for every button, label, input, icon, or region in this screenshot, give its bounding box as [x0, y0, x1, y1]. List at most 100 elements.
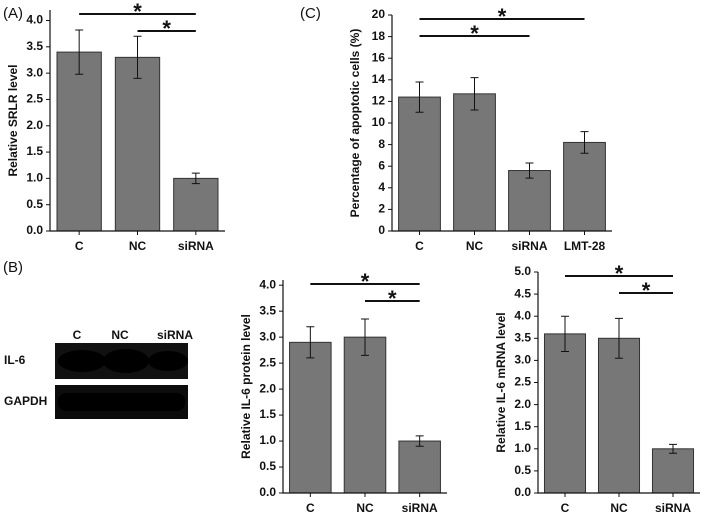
- y-tick-label: 1.0: [259, 433, 276, 447]
- bar: [114, 56, 161, 232]
- blot-band: [58, 393, 185, 411]
- x-tick-label: NC: [356, 501, 374, 515]
- bar: [343, 336, 387, 494]
- error-bar: [669, 443, 677, 454]
- y-tick-label: 3.5: [26, 39, 43, 53]
- error-bar: [191, 172, 200, 185]
- bar: [453, 93, 496, 232]
- significance-label: *: [361, 269, 370, 294]
- error-bar: [133, 35, 142, 79]
- row-label: GAPDH: [4, 394, 47, 408]
- western-blot: C NC siRNA IL-6 GAPDH: [4, 328, 193, 419]
- bar: [651, 448, 695, 494]
- x-tick-label: siRNA: [511, 239, 547, 253]
- y-axis-label: Relative IL-6 protein level: [239, 314, 253, 459]
- y-axis-label: Percentage of apoptotic cells (%): [348, 29, 362, 218]
- x-tick-label: C: [306, 501, 315, 515]
- y-tick-label: 3.5: [259, 303, 276, 317]
- error-bar: [525, 162, 534, 179]
- y-tick-label: 4.0: [26, 13, 43, 27]
- y-tick-label: 12: [372, 94, 386, 108]
- y-tick-label: 10: [372, 115, 386, 129]
- y-tick-label: 3.0: [514, 353, 531, 367]
- y-tick-label: 2.0: [26, 118, 43, 132]
- y-tick-label: 0.5: [259, 459, 276, 473]
- panel-label: (A): [3, 5, 23, 22]
- error-bar: [415, 435, 424, 447]
- x-tick-label: C: [75, 239, 84, 253]
- y-tick-label: 2.5: [514, 375, 531, 389]
- significance-label: *: [162, 16, 171, 41]
- bar: [563, 141, 606, 232]
- y-tick-label: 0: [378, 223, 385, 237]
- error-bar: [306, 326, 315, 359]
- y-tick-label: 0.0: [514, 485, 531, 499]
- bar: [173, 177, 219, 232]
- error-bar: [561, 315, 569, 353]
- y-tick-label: 14: [372, 72, 386, 86]
- axis: [49, 10, 225, 232]
- y-tick-label: 4.0: [514, 308, 531, 322]
- significance-label: *: [388, 286, 397, 311]
- blot-band: [148, 351, 188, 371]
- error-bar: [615, 317, 623, 359]
- y-tick-label: 16: [372, 50, 386, 64]
- bar: [597, 337, 641, 494]
- lane-label: C: [73, 328, 82, 342]
- x-tick-label: C: [561, 501, 570, 515]
- y-tick-label: 20: [372, 7, 386, 21]
- panel-label: (C): [300, 5, 321, 22]
- y-tick-label: 4: [378, 180, 385, 194]
- lane-label: NC: [111, 328, 129, 342]
- y-tick-label: 2.0: [514, 397, 531, 411]
- bar: [398, 96, 441, 232]
- error-bar: [75, 29, 84, 75]
- y-tick-label: 6: [378, 158, 385, 172]
- blot-band: [103, 349, 149, 373]
- bar: [289, 341, 332, 494]
- y-tick-label: 2.5: [26, 92, 43, 106]
- y-tick-label: 18: [372, 29, 386, 43]
- bar: [508, 170, 551, 232]
- y-tick-label: 0.0: [259, 485, 276, 499]
- x-tick-label: NC: [129, 239, 147, 253]
- y-tick-label: 1.5: [514, 419, 531, 433]
- bar: [56, 51, 102, 232]
- significance-label: *: [498, 4, 507, 29]
- y-tick-label: 3.5: [514, 330, 531, 344]
- significance-label: *: [470, 21, 479, 46]
- y-tick-label: 2.5: [259, 355, 276, 369]
- y-tick-label: 1.0: [514, 441, 531, 455]
- bar: [398, 440, 441, 494]
- x-tick-label: C: [415, 239, 424, 253]
- error-bar: [470, 77, 479, 111]
- significance-label: *: [615, 261, 624, 286]
- y-tick-label: 8: [378, 137, 385, 151]
- y-tick-label: 1.5: [26, 144, 43, 158]
- axis: [282, 280, 447, 494]
- y-tick-label: 3.0: [259, 329, 276, 343]
- y-tick-label: 3.0: [26, 65, 43, 79]
- blot-band: [58, 350, 106, 372]
- y-tick-label: 4.0: [259, 277, 276, 291]
- x-tick-label: siRNA: [178, 239, 214, 253]
- x-tick-label: NC: [610, 501, 628, 515]
- panel-label: (B): [3, 259, 23, 276]
- y-tick-label: 4.5: [514, 286, 531, 300]
- error-bar: [415, 81, 424, 113]
- y-tick-label: 2: [378, 202, 385, 216]
- y-axis-label: Relative IL-6 mRNA level: [494, 312, 508, 452]
- y-tick-label: 0.5: [514, 463, 531, 477]
- x-tick-label: NC: [466, 239, 484, 253]
- error-bar: [361, 318, 369, 356]
- y-tick-label: 1.0: [26, 171, 43, 185]
- y-tick-label: 0.0: [26, 223, 43, 237]
- x-tick-label: LMT-28: [564, 239, 606, 253]
- axis: [537, 272, 700, 494]
- y-tick-label: 2.0: [259, 381, 276, 395]
- error-bar: [580, 131, 589, 154]
- y-axis-label: Relative SRLR level: [6, 64, 20, 176]
- x-tick-label: siRNA: [655, 501, 691, 515]
- significance-label: *: [642, 278, 651, 303]
